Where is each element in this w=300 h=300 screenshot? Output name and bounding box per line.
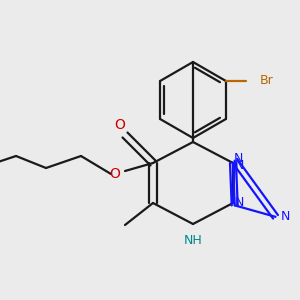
Text: NH: NH	[184, 235, 202, 248]
Text: O: O	[110, 167, 120, 181]
Text: N: N	[281, 210, 290, 223]
Text: N: N	[233, 152, 243, 164]
Text: N: N	[235, 196, 244, 209]
Text: N: N	[235, 159, 244, 172]
Text: O: O	[115, 118, 125, 132]
Text: Br: Br	[260, 74, 274, 88]
